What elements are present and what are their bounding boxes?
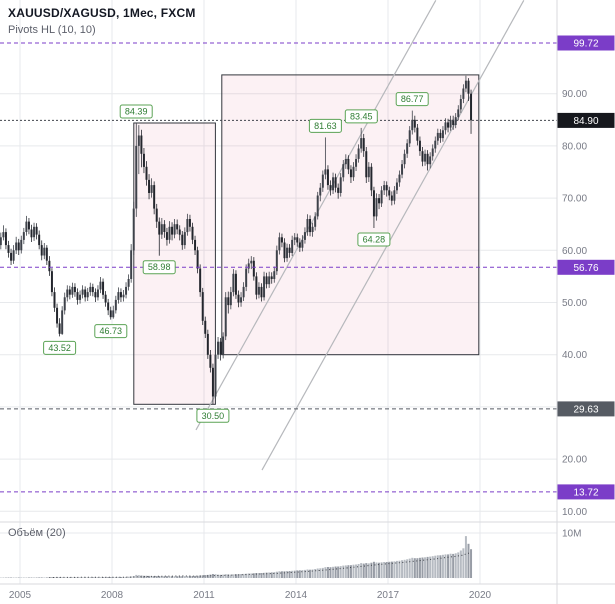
pivot-price-label[interactable] (308, 118, 342, 133)
pivot-price-text: 86.77 (401, 94, 424, 104)
pivot-price-text: 43.52 (48, 343, 71, 353)
price-tick-label: 10.00 (562, 507, 587, 518)
price-badge (557, 401, 615, 417)
pivot-price-text: 46.73 (100, 326, 123, 336)
price-badge (557, 259, 615, 275)
time-tick-label: 2011 (193, 590, 215, 601)
volume-bars (0, 536, 473, 579)
symbol-title[interactable]: XAUUSD/XAGUSD, 1Мес, FXCM (8, 6, 196, 20)
candles (0, 75, 473, 405)
pivot-labels[interactable]: 84.39 46.73 43.52 58.98 30.50 81.63 83.45 64.28… (43, 92, 429, 423)
time-tick-label: 2020 (469, 590, 492, 601)
price-tick-label: 70.00 (562, 194, 587, 205)
volume-indicator-label[interactable]: Объём (20) (8, 527, 66, 539)
pivot-price-text: 64.28 (363, 235, 386, 245)
pivot-price-label[interactable] (119, 104, 153, 119)
price-level-lines (0, 42, 557, 493)
price-tick-label: 60.00 (562, 246, 587, 257)
price-tick-label: 40.00 (562, 350, 587, 361)
price-badge (557, 484, 615, 500)
time-tick-label: 2014 (285, 590, 308, 601)
pivot-price-text: 58.98 (148, 262, 171, 272)
price-badge-text: 13.72 (573, 487, 598, 498)
time-axis[interactable]: 2005 2008 2011 2014 2017 2020 (9, 590, 492, 601)
pivot-price-text: 83.45 (350, 111, 373, 121)
time-tick-label: 2017 (377, 590, 400, 601)
indicator-pivots-label[interactable]: Pivots HL (10, 10) (8, 24, 96, 36)
pivot-price-text: 84.39 (125, 107, 148, 117)
price-tick-label: 20.00 (562, 455, 587, 466)
price-axis[interactable]: 90.0080.0070.0060.0050.0040.0030.0020.00… (562, 89, 587, 539)
volume-ma-line (49, 552, 472, 578)
time-tick-label: 2005 (9, 590, 32, 601)
pivot-price-label[interactable] (43, 340, 77, 355)
price-tick-label: 80.00 (562, 141, 587, 152)
price-badge-text: 99.72 (573, 39, 598, 50)
price-badge-text: 56.76 (573, 263, 598, 274)
pivot-price-label[interactable] (94, 324, 128, 339)
volume-axis-label: 10M (562, 529, 581, 540)
pivot-price-text: 81.63 (314, 121, 337, 131)
trendline-drawing[interactable] (195, 0, 437, 431)
pivot-price-label[interactable] (142, 260, 176, 275)
pivot-price-label[interactable] (357, 232, 391, 247)
trendline-drawing[interactable] (261, 0, 525, 471)
pivot-price-label[interactable] (196, 408, 230, 423)
pivot-price-text: 30.50 (202, 411, 225, 421)
chart-header: XAUUSD/XAGUSD, 1Мес, FXCM Pivots HL (10,… (8, 6, 196, 36)
price-tick-label: 50.00 (562, 298, 587, 309)
price-badge (557, 112, 615, 128)
pivot-price-label[interactable] (395, 92, 429, 107)
price-badge-text: 29.63 (573, 404, 598, 415)
time-tick-label: 2008 (101, 590, 124, 601)
pivot-price-label[interactable] (344, 109, 378, 124)
price-badge-text: 84.90 (573, 116, 598, 127)
price-badges: 99.72 84.90 56.76 29.63 13.72 (557, 35, 615, 500)
price-tick-label: 90.00 (562, 89, 587, 100)
price-badge (557, 35, 615, 51)
